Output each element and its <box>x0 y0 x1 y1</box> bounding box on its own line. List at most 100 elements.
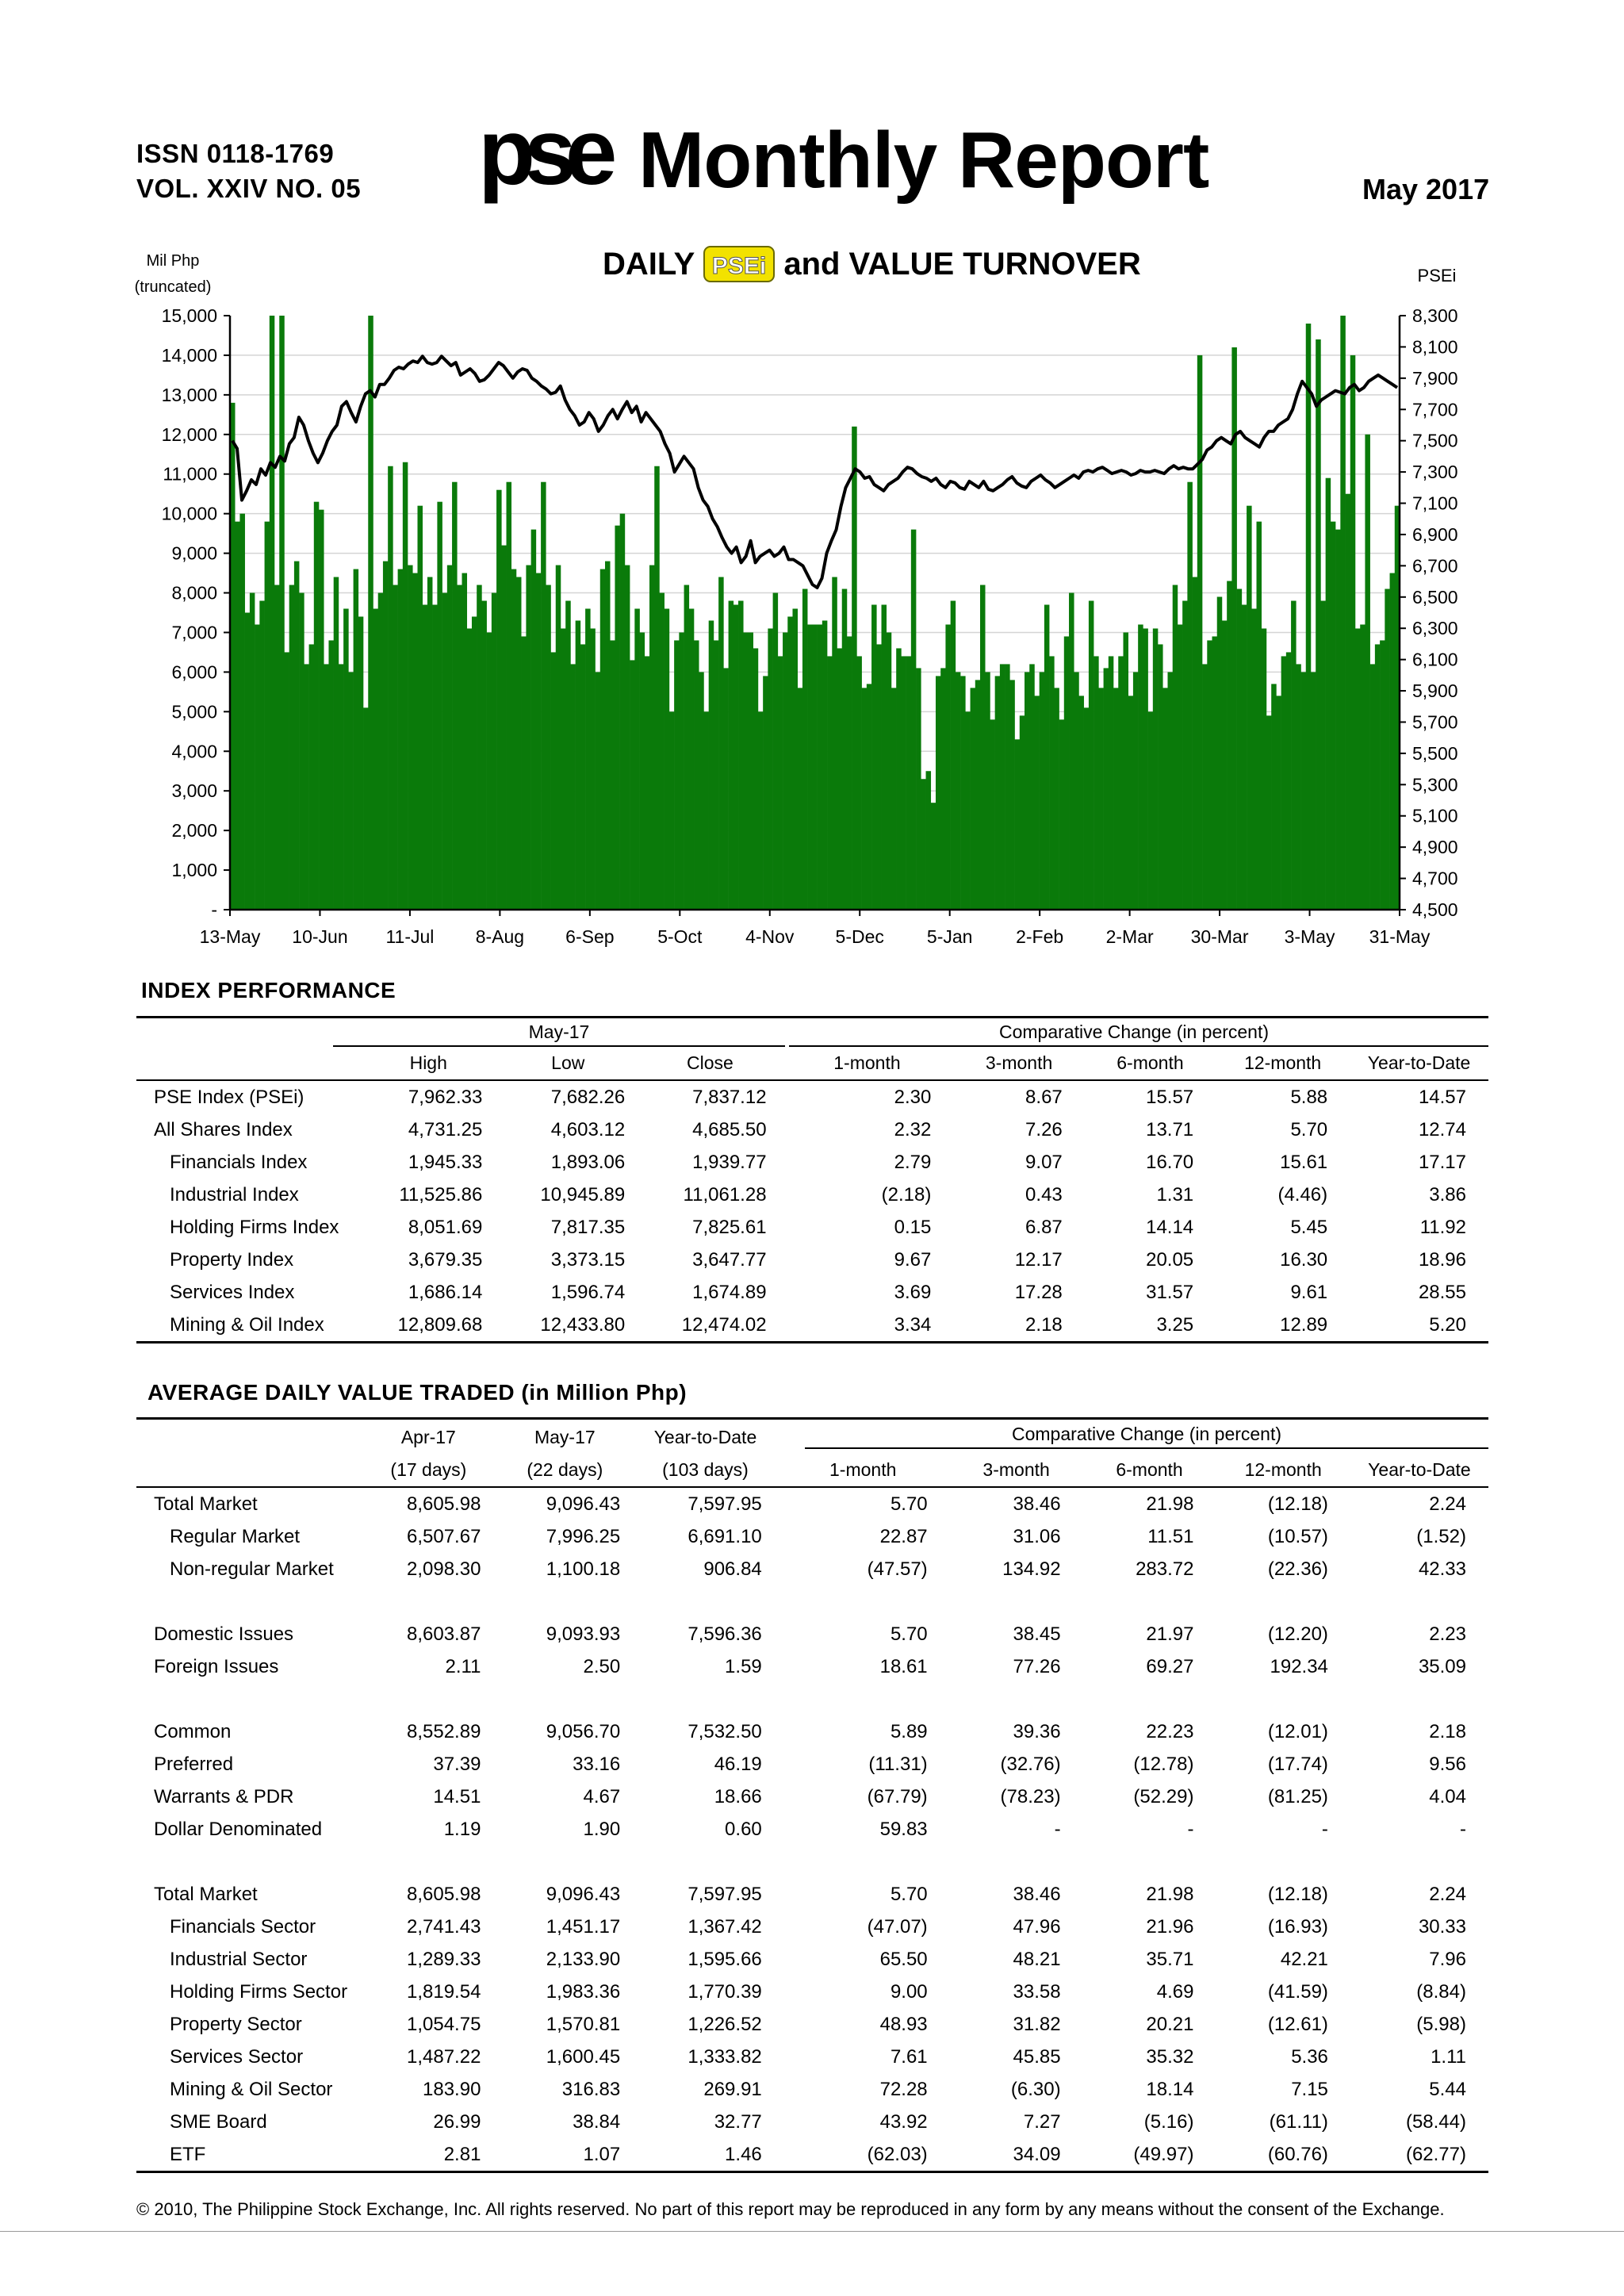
table-cell: 7,817.35 <box>550 1216 626 1238</box>
table-cell: 1.59 <box>725 1655 762 1677</box>
right-tick-label: 7,100 <box>1412 493 1458 514</box>
column-header: 12-month <box>1216 1047 1350 1081</box>
right-tick-label: 4,700 <box>1412 868 1458 889</box>
turnover-bar <box>427 577 433 910</box>
turnover-bar <box>960 676 966 910</box>
table-cell <box>950 1846 1083 1878</box>
table-cell: 42.21 <box>1280 1948 1328 1970</box>
row-label: Preferred <box>154 1753 234 1775</box>
left-axis-label: Mil Php <box>147 252 200 270</box>
turnover-bar <box>353 569 359 910</box>
table-cell: 33.16 <box>573 1753 621 1775</box>
table-cell: 2.79 <box>894 1151 932 1173</box>
table-cell: 12.74 <box>1418 1118 1466 1140</box>
turnover-bar <box>299 592 304 910</box>
right-tick-label: 8,300 <box>1412 305 1458 326</box>
turnover-bar <box>718 577 724 910</box>
table-cell: (17.74) <box>1267 1753 1328 1775</box>
table-cell: (10.57) <box>1267 1525 1328 1547</box>
turnover-bar <box>599 569 606 910</box>
turnover-bar <box>783 632 788 910</box>
table-cell <box>950 1683 1083 1715</box>
turnover-bar <box>457 585 462 910</box>
table-row: Regular Market 6,507.67 7,996.25 6,691.10 22… <box>136 1520 1488 1553</box>
x-tick-label: 11-Jul <box>385 926 434 947</box>
x-tick-label: 5-Oct <box>657 926 703 947</box>
turnover-bar <box>1281 656 1287 910</box>
column-header: (103 days) <box>634 1454 776 1488</box>
table-cell: 7.61 <box>890 2045 928 2068</box>
x-tick-label: 6-Sep <box>565 926 614 947</box>
table-cell: 47.96 <box>1013 1915 1061 1938</box>
table-row: Industrial Sector 1,289.33 2,133.90 1,595.6… <box>136 1943 1488 1976</box>
table-cell: - <box>1460 1818 1466 1840</box>
psei-line <box>231 355 1399 589</box>
table-cell <box>362 1846 495 1878</box>
table-cell: 2.81 <box>362 2138 496 2173</box>
table-cell: (47.57) <box>867 1558 928 1580</box>
table-cell: 18.96 <box>1418 1248 1466 1271</box>
x-tick-label: 4-Nov <box>745 926 795 947</box>
right-tick-label: 6,100 <box>1412 650 1458 670</box>
turnover-bar <box>259 600 265 910</box>
column-header: Low <box>496 1047 640 1081</box>
turnover-bar <box>338 664 344 910</box>
turnover-bar <box>930 803 936 910</box>
issn-label: ISSN 0118-1769 <box>136 139 335 168</box>
turnover-bar <box>950 600 956 910</box>
turnover-bar <box>511 569 517 910</box>
table-cell: 2,098.30 <box>407 1558 481 1580</box>
table-cell <box>776 1585 950 1618</box>
row-label: All Shares Index <box>154 1118 293 1140</box>
turnover-bar <box>1285 652 1292 910</box>
right-tick-label: 7,300 <box>1412 462 1458 482</box>
table-cell: 48.21 <box>1013 1948 1061 1970</box>
turnover-bar <box>965 711 971 910</box>
column-header: 6-month <box>1084 1047 1216 1081</box>
turnover-bar <box>1374 644 1381 910</box>
turnover-bar <box>1291 600 1297 910</box>
table-cell: 8,552.89 <box>407 1720 481 1742</box>
index-performance-title: INDEX PERFORMANCE <box>141 978 396 1002</box>
table-cell: 7.26 <box>1025 1118 1063 1140</box>
left-tick-label: 4,000 <box>171 741 217 761</box>
table-cell: 12,433.80 <box>496 1309 640 1343</box>
left-tick-label: 15,000 <box>162 305 217 326</box>
turnover-bar <box>634 608 640 910</box>
turnover-bar <box>501 545 507 910</box>
table-cell: 269.91 <box>703 2078 762 2100</box>
turnover-bar <box>1009 680 1015 910</box>
table-cell: (32.76) <box>1000 1753 1061 1775</box>
table-cell: 1,054.75 <box>407 2013 481 2035</box>
x-tick-label: 8-Aug <box>476 926 524 947</box>
turnover-bar <box>279 316 285 910</box>
turnover-bar <box>408 565 413 910</box>
row-label: Foreign Issues <box>154 1655 279 1677</box>
column-header: 3-month <box>953 1047 1085 1081</box>
left-tick-label: 12,000 <box>162 424 217 445</box>
row-label: Dollar Denominated <box>154 1818 323 1840</box>
right-tick-label: 8,100 <box>1412 336 1458 357</box>
table-row: Services Sector 1,487.22 1,600.45 1,333.82 7… <box>136 2041 1488 2073</box>
column-header: (17 days) <box>362 1454 496 1488</box>
table-cell: 0.43 <box>1025 1183 1063 1205</box>
table-cell: 5.70 <box>1290 1118 1328 1140</box>
turnover-bar <box>1365 434 1370 910</box>
turnover-bar <box>377 592 384 910</box>
table-cell: 6,691.10 <box>688 1525 762 1547</box>
turnover-bar <box>1266 715 1272 910</box>
row-label: Financials Index <box>170 1151 308 1173</box>
table-cell: 3,647.77 <box>692 1248 767 1271</box>
comparative-group-header: Comparative Change (in percent) <box>998 1022 1270 1042</box>
table-cell <box>634 1585 776 1618</box>
table-cell: 9,093.93 <box>546 1623 621 1645</box>
x-tick-label: 30-Mar <box>1191 926 1249 947</box>
table-cell: 4,731.25 <box>408 1118 483 1140</box>
turnover-bar <box>1360 624 1365 910</box>
turnover-bar <box>1345 493 1351 910</box>
table-header-row: High Low Close 1-month 3-month 6-month 12-mont… <box>136 1047 1488 1081</box>
row-label: Holding Firms Sector <box>170 1980 348 2003</box>
table-cell: 2.11 <box>445 1655 481 1677</box>
table-header-row-top: Apr-17 May-17 Year-to-Date <box>136 1421 1488 1454</box>
table-row: Mining & Oil Sector 183.90 316.83 269.91 72.… <box>136 2073 1488 2106</box>
